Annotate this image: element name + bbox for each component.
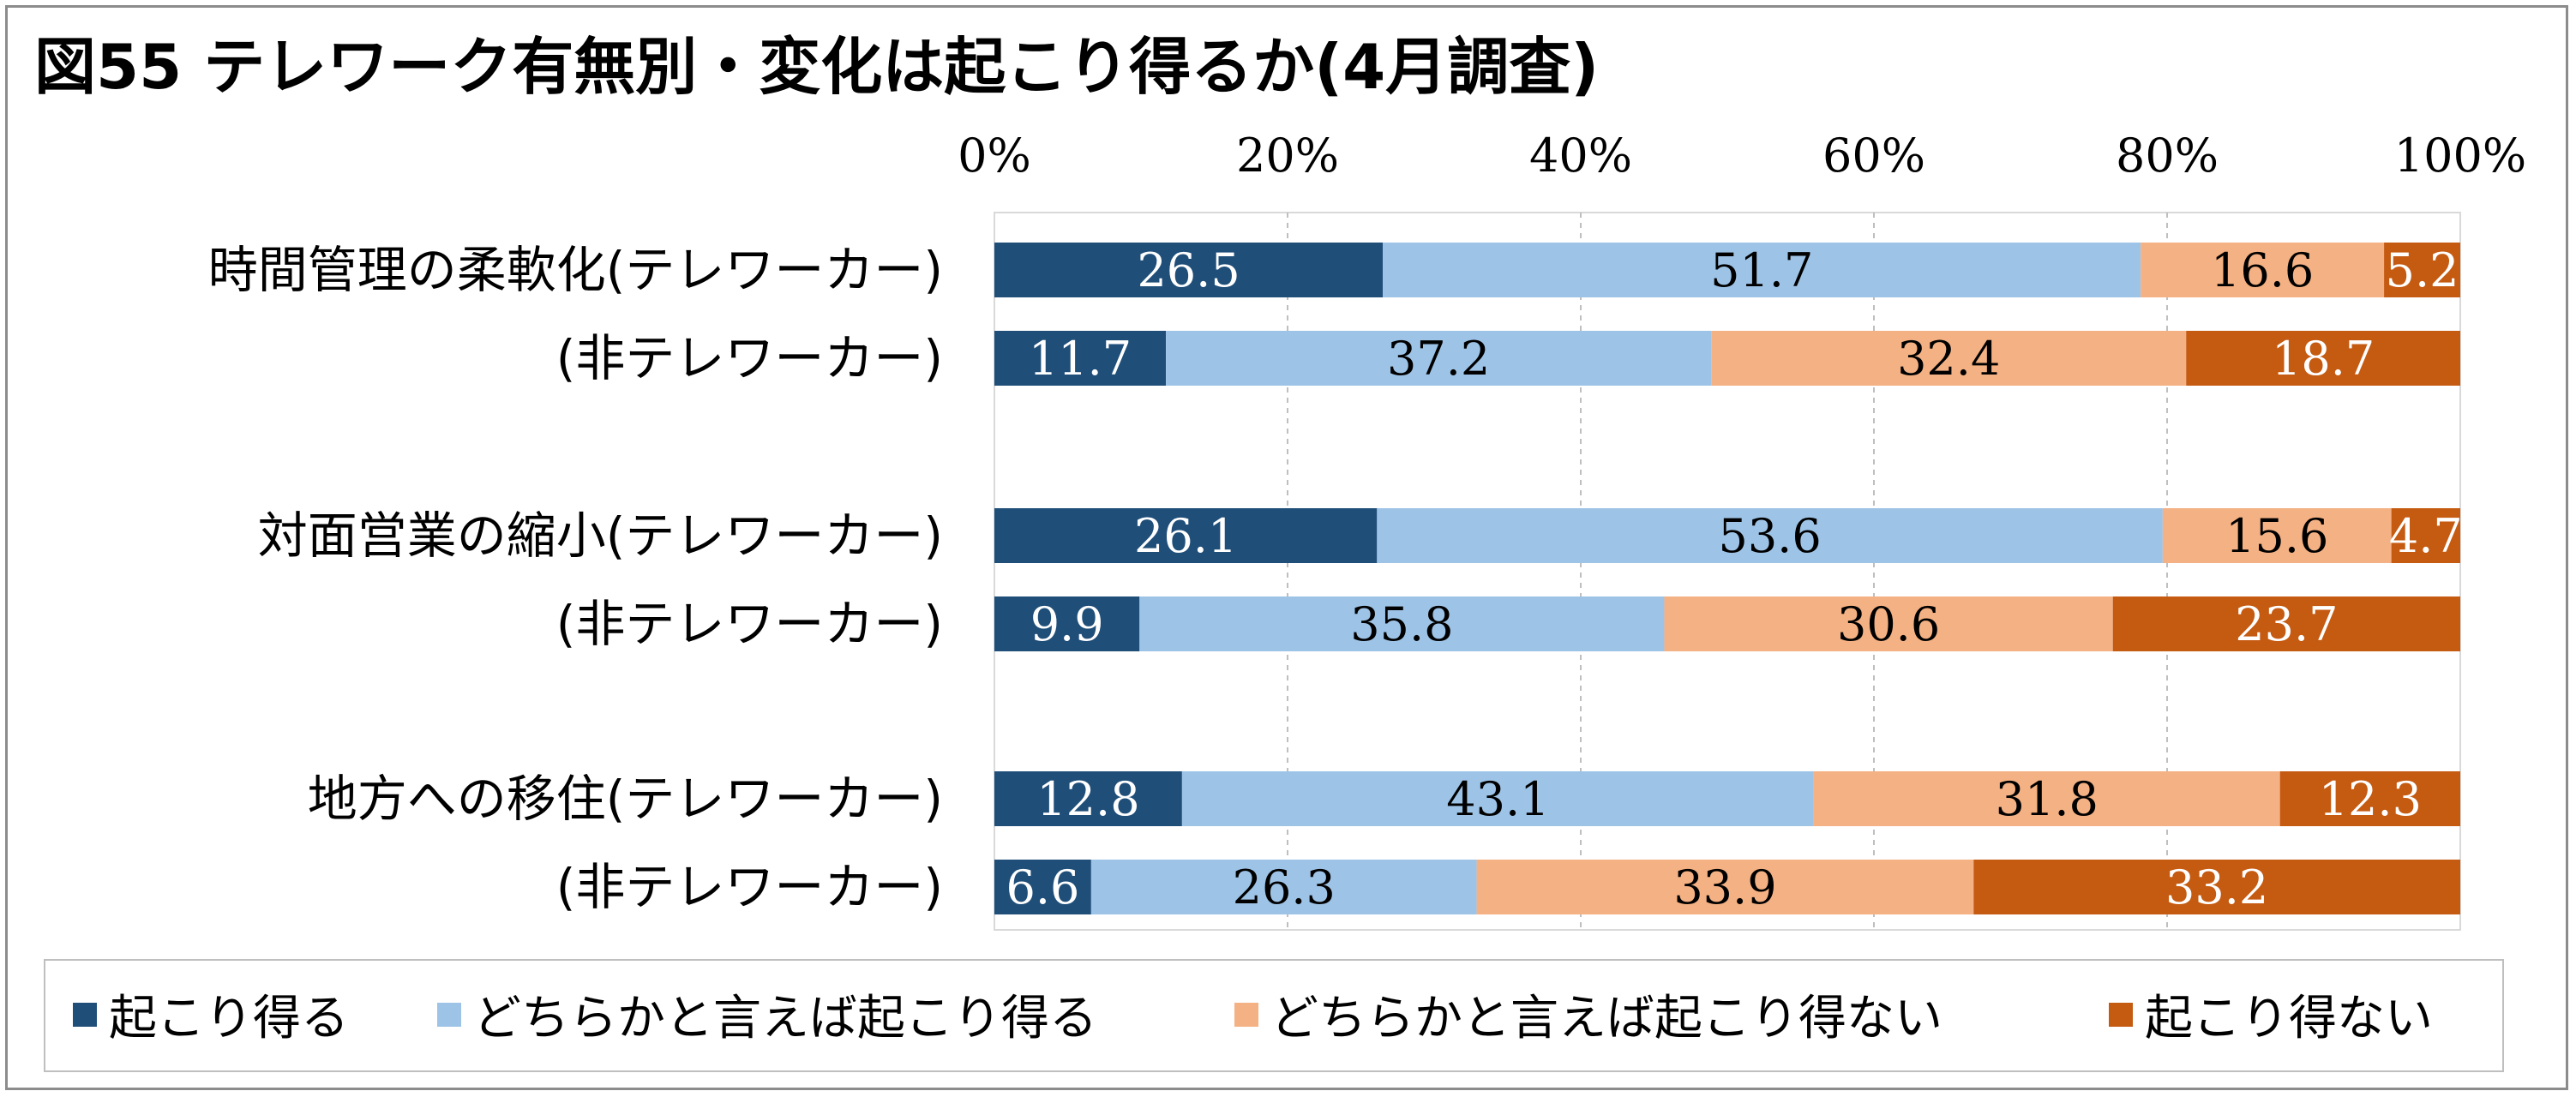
data-label: 12.8 (1036, 772, 1139, 826)
category-label: 対面営業の縮小(テレワーカー) (258, 507, 943, 565)
data-label: 26.3 (1233, 860, 1336, 914)
category-label: 地方への移住(テレワーカー) (308, 770, 943, 828)
x-tick-label: 60% (1822, 129, 1925, 183)
data-label: 9.9 (1030, 597, 1104, 651)
legend-label: 起こり得ない (2145, 991, 2433, 1046)
data-label: 53.6 (1718, 509, 1821, 563)
x-tick-label: 100% (2394, 129, 2526, 183)
plot-area (994, 212, 2461, 931)
bar-series: 26.5 51.7 16.6 5.2 11.7 37.2 32.4 18.7 26.1 53.6 1… (994, 243, 2463, 914)
legend-swatch (2109, 1003, 2133, 1027)
data-label: 4.7 (2389, 509, 2463, 563)
x-tick-label: 0% (958, 129, 1031, 183)
legend-swatch (437, 1003, 461, 1027)
data-label: 32.4 (1897, 332, 2000, 386)
data-label: 35.8 (1350, 597, 1453, 651)
bar-segment (1973, 860, 2460, 914)
data-label: 23.7 (2235, 597, 2338, 651)
category-label: (非テレワーカー) (556, 329, 943, 387)
data-label: 6.6 (1006, 860, 1079, 914)
data-label: 11.7 (1029, 332, 1132, 386)
x-tick-label: 40% (1529, 129, 1632, 183)
data-label: 51.7 (1710, 243, 1813, 297)
bar-segment (994, 243, 1384, 297)
x-tick-label: 80% (2116, 129, 2219, 183)
data-label: 31.8 (1996, 772, 2099, 826)
data-label: 18.7 (2272, 332, 2375, 386)
bar-segment (1181, 771, 1814, 826)
legend-box (44, 959, 2504, 1072)
bar-segment (1664, 596, 2113, 651)
bar-segment (994, 596, 1140, 651)
data-label: 43.1 (1446, 772, 1549, 826)
bar-segment (1139, 596, 1665, 651)
bar-segment (1090, 860, 1477, 914)
data-label: 26.1 (1134, 509, 1237, 563)
bar-segment (2186, 331, 2460, 386)
data-label: 26.5 (1137, 243, 1240, 297)
chart-title: 図55 テレワーク有無別・変化は起こり得るか(4月調査) (34, 31, 1599, 103)
bar-segment (2141, 243, 2385, 297)
bar-segment (2112, 596, 2460, 651)
x-tick-label: 20% (1236, 129, 1339, 183)
bar-segment (1166, 331, 1712, 386)
bar-segment (994, 508, 1378, 563)
bar-segment (994, 860, 1091, 914)
legend-label: どちらかと言えば起こり得る (473, 991, 1097, 1046)
category-labels: 時間管理の柔軟化(テレワーカー) (非テレワーカー) 対面営業の縮小(テレワーカー)… (208, 241, 943, 916)
bar-segment (2162, 508, 2392, 563)
legend-swatch (1234, 1003, 1258, 1027)
bar-segment (2391, 508, 2460, 563)
data-label: 30.6 (1837, 597, 1940, 651)
category-label: (非テレワーカー) (556, 858, 943, 916)
bar-segment (2279, 771, 2460, 826)
legend-label: どちらかと言えば起こり得ない (1270, 991, 1943, 1046)
bar-segment (994, 331, 1167, 386)
bar-segment (1711, 331, 2187, 386)
bar-segment (1383, 243, 2141, 297)
bar-segment (1476, 860, 1974, 914)
bar-segment (2384, 243, 2460, 297)
category-label: (非テレワーカー) (556, 595, 943, 653)
bar-segment (994, 771, 1182, 826)
data-label: 33.2 (2165, 860, 2268, 914)
legend-swatch (73, 1003, 97, 1027)
data-label: 33.9 (1673, 860, 1776, 914)
data-label: 5.2 (2386, 243, 2459, 297)
legend-label: 起こり得る (109, 991, 349, 1046)
category-label: 時間管理の柔軟化(テレワーカー) (208, 241, 943, 299)
bar-segment (1377, 508, 2163, 563)
bar-segment (1813, 771, 2280, 826)
data-label: 15.6 (2225, 509, 2328, 563)
data-label: 12.3 (2319, 772, 2422, 826)
data-label: 37.2 (1387, 332, 1490, 386)
legend: 起こり得る どちらかと言えば起こり得る どちらかと言えば起こり得ない 起こり得ない (44, 959, 2504, 1072)
data-label: 16.6 (2211, 243, 2314, 297)
x-axis-ticks: 0% 20% 40% 60% 80% 100% (958, 129, 2526, 183)
